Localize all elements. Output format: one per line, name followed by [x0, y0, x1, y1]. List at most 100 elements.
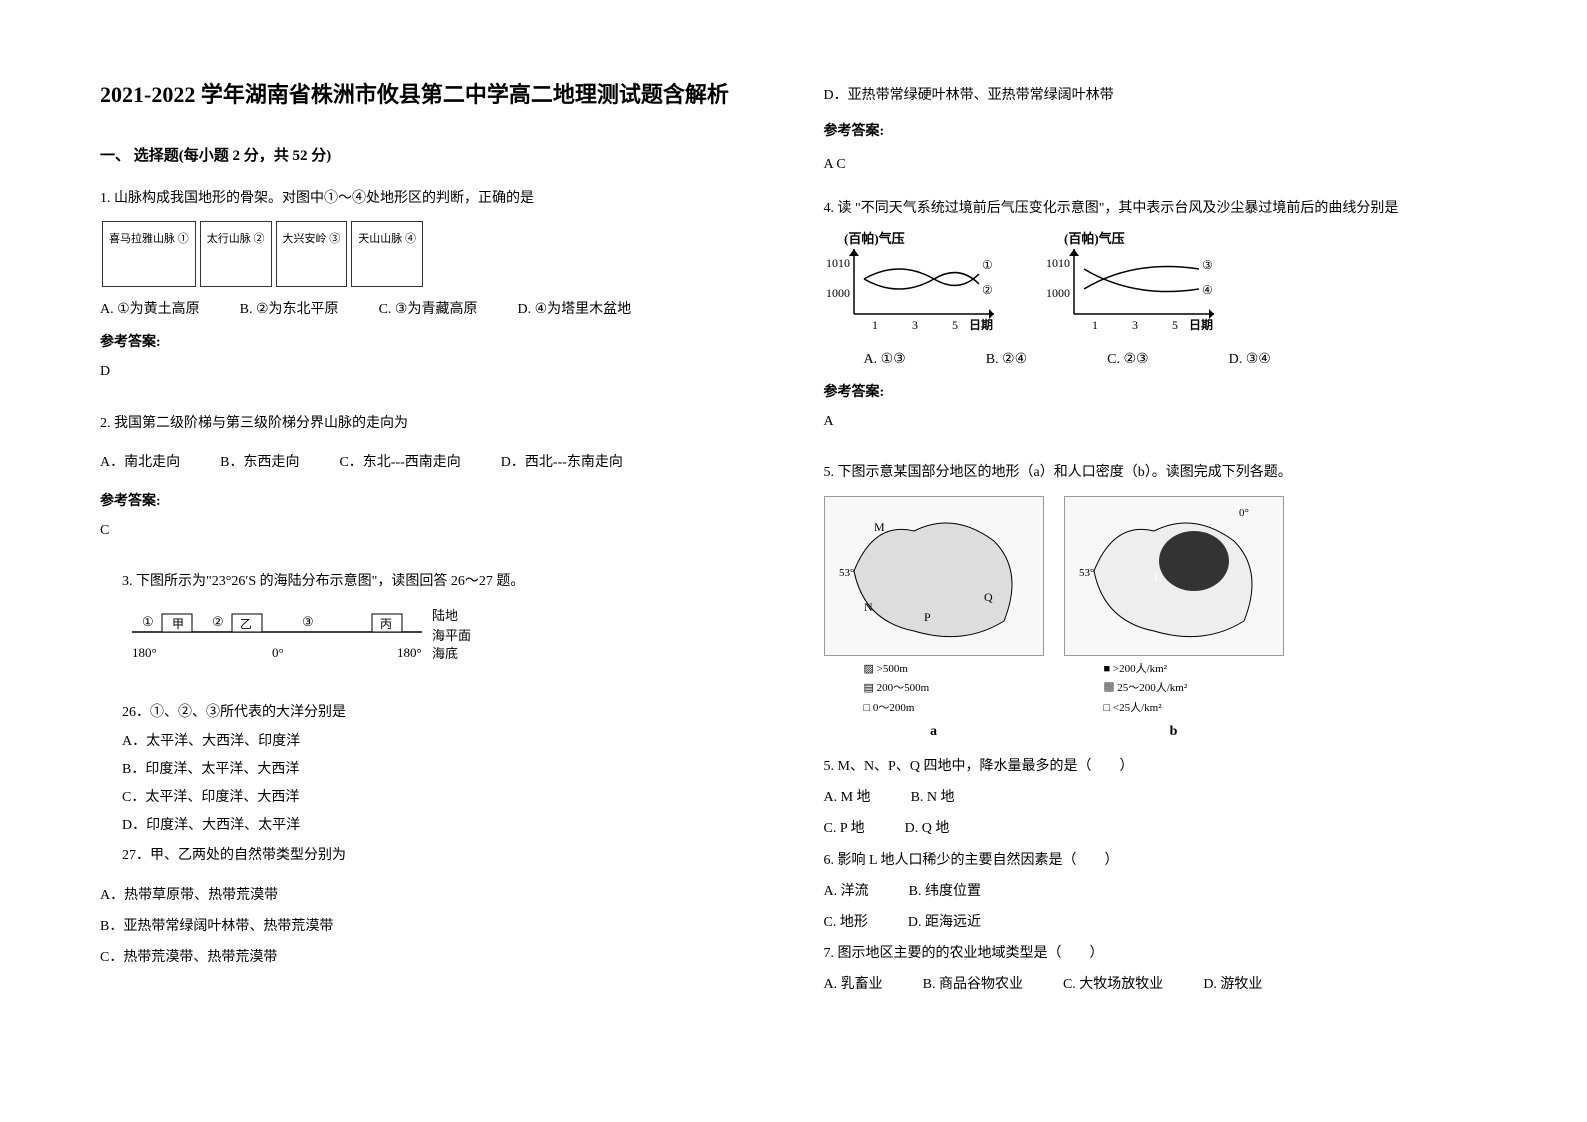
- leg-a-0: >500m: [877, 663, 908, 675]
- xlabel-r: 日期: [1189, 317, 1213, 332]
- q27-c: C．热带荒漠带、热带荒漠带: [100, 945, 764, 970]
- q1-figure-row: 喜马拉雅山脉 ① 太行山脉 ② 大兴安岭 ③ 天山山脉 ④: [100, 221, 764, 287]
- yt-1000-r: 1000: [1046, 286, 1070, 300]
- q7-c: C. 大牧场放牧业: [1063, 972, 1163, 997]
- curve-2: ②: [982, 283, 993, 297]
- q1-opt-b: B. ②为东北平原: [240, 297, 339, 322]
- q27-a: A．热带草原带、热带荒漠带: [100, 883, 764, 908]
- svg-text:0°: 0°: [1239, 507, 1249, 519]
- q4-text: 4. 读 "不同天气系统过境前后气压变化示意图"，其中表示台风及沙尘暴过境前后的…: [824, 196, 1488, 221]
- q7-a: A. 乳畜业: [824, 972, 883, 997]
- lon-0: 0°: [272, 645, 284, 660]
- q6-text: 6. 影响 L 地人口稀少的主要自然因素是（ ）: [824, 848, 1488, 873]
- q2-opt-b: B．东西走向: [220, 450, 299, 475]
- q7-b: B. 商品谷物农业: [923, 972, 1023, 997]
- q2-answer: C: [100, 518, 764, 543]
- q2-opt-c: C．东北---西南走向: [339, 450, 460, 475]
- xt-3l: 3: [912, 318, 918, 332]
- q2-text: 2. 我国第二级阶梯与第三级阶梯分界山脉的走向为: [100, 411, 764, 436]
- q4-answer: A: [824, 409, 1488, 434]
- land-label: 陆地: [432, 608, 458, 623]
- lon-180b: 180°: [397, 645, 422, 660]
- q2-options: A．南北走向 B．东西走向 C．东北---西南走向 D．西北---东南走向: [100, 450, 764, 475]
- q6-options-1: A. 洋流 B. 纬度位置: [824, 879, 1488, 904]
- xt-5r: 5: [1172, 318, 1178, 332]
- section-heading: 一、 选择题(每小题 2 分，共 52 分): [100, 143, 764, 170]
- q6-c: C. 地形: [824, 910, 868, 935]
- q26-b: B．印度洋、太平洋、大西洋: [122, 757, 764, 782]
- left-column: 2021-2022 学年湖南省株洲市攸县第二中学高二地理测试题含解析 一、 选择…: [100, 80, 764, 1082]
- q3-ocean-diagram: ① 甲 ② 乙 ③ 丙 180° 0° 180° 陆地 海平面 海底: [122, 602, 764, 691]
- q1-box-3: 大兴安岭 ③: [276, 221, 348, 287]
- q3-intro: 3. 下图所示为"23°26′S 的海陆分布示意图"，读图回答 26～27 题。: [122, 569, 764, 594]
- right-column: D．亚热带常绿硬叶林带、亚热带常绿阔叶林带 参考答案: A C 4. 读 "不同…: [824, 80, 1488, 1082]
- question-4: 4. 读 "不同天气系统过境前后气压变化示意图"，其中表示台风及沙尘暴过境前后的…: [824, 196, 1488, 445]
- leg-b-0: >200人/km²: [1113, 663, 1167, 675]
- q1-opt-c: C. ③为青藏高原: [379, 297, 478, 322]
- xlabel-l: 日期: [969, 317, 993, 332]
- q5-intro: 5. 下图示意某国部分地区的地形（a）和人口密度（b）。读图完成下列各题。: [824, 460, 1488, 485]
- question-1: 1. 山脉构成我国地形的骨架。对图中①～④处地形区的判断，正确的是 喜马拉雅山脉…: [100, 186, 764, 395]
- q5-options-2: C. P 地 D. Q 地: [824, 816, 1488, 841]
- question-5: 5. 下图示意某国部分地区的地形（a）和人口密度（b）。读图完成下列各题。 M …: [824, 460, 1488, 1003]
- q1-box-2: 太行山脉 ②: [200, 221, 272, 287]
- q3-answer-label: 参考答案:: [824, 119, 1488, 144]
- q1-text: 1. 山脉构成我国地形的骨架。对图中①～④处地形区的判断，正确的是: [100, 186, 764, 211]
- map-b-label: b: [1064, 719, 1284, 744]
- yt-1000-l: 1000: [826, 286, 850, 300]
- svg-text:M: M: [874, 520, 885, 534]
- leg-b-1: 25～200人/km²: [1117, 682, 1187, 694]
- curve-3: ③: [1202, 258, 1213, 272]
- label-yi: 乙: [240, 617, 252, 631]
- q2-opt-a: A．南北走向: [100, 450, 180, 475]
- q4-opt-b: B. ②④: [986, 347, 1027, 372]
- leg-b-2: <25人/km²: [1113, 702, 1162, 714]
- leg-a-2: 0～200m: [873, 702, 915, 714]
- xt-1l: 1: [872, 318, 878, 332]
- legend-b: ■ >200人/km² ▩ 25～200人/km² □ <25人/km²: [1104, 660, 1284, 719]
- q4-options: A. ①③ B. ②④ C. ②③ D. ③④: [864, 347, 1488, 372]
- label-jia: 甲: [172, 617, 184, 631]
- seabed-label: 海底: [432, 646, 458, 661]
- xt-1r: 1: [1092, 318, 1098, 332]
- map-a-label: a: [824, 719, 1044, 744]
- q4-answer-label: 参考答案:: [824, 380, 1488, 405]
- chart-ylabel-right: (百帕)气压: [1064, 231, 1125, 246]
- q6-d: D. 距海远近: [908, 910, 981, 935]
- yt-1010-r: 1010: [1046, 256, 1070, 270]
- xt-5l: 5: [952, 318, 958, 332]
- q4-opt-a: A. ①③: [864, 347, 906, 372]
- q26-text: 26．①、②、③所代表的大洋分别是: [122, 700, 764, 725]
- q2-opt-d: D．西北---东南走向: [501, 450, 623, 475]
- q26-c: C．太平洋、印度洋、大西洋: [122, 785, 764, 810]
- map-b-placeholder: L 53° 0°: [1064, 496, 1284, 656]
- q4-opt-c: C. ②③: [1107, 347, 1148, 372]
- q6-a: A. 洋流: [824, 879, 869, 904]
- q1-opt-a: A. ①为黄土高原: [100, 297, 200, 322]
- q27-d: D．亚热带常绿硬叶林带、亚热带常绿阔叶林带: [824, 83, 1488, 108]
- question-2: 2. 我国第二级阶梯与第三级阶梯分界山脉的走向为 A．南北走向 B．东西走向 C…: [100, 411, 764, 554]
- map-a-container: M N P Q 53° ▨ >500m ▤ 200～500m □ 0～200m …: [824, 496, 1044, 745]
- svg-text:53°: 53°: [1079, 567, 1094, 579]
- curve-4: ④: [1202, 283, 1213, 297]
- q1-box-4: 天山山脉 ④: [351, 221, 423, 287]
- chart-ylabel-left: (百帕)气压: [844, 231, 905, 246]
- leg-a-1: 200～500m: [877, 682, 930, 694]
- q26-a: A．太平洋、大西洋、印度洋: [122, 729, 764, 754]
- q1-box-1: 喜马拉雅山脉 ①: [102, 221, 196, 287]
- q5-d: D. Q 地: [905, 816, 950, 841]
- q26-d: D．印度洋、大西洋、太平洋: [122, 813, 764, 838]
- sealevel-label: 海平面: [432, 628, 471, 643]
- q5-options-1: A. M 地 B. N 地: [824, 785, 1488, 810]
- q7-text: 7. 图示地区主要的的农业地域类型是（ ）: [824, 941, 1488, 966]
- q5-a: A. M 地: [824, 785, 871, 810]
- q1-answer: D: [100, 359, 764, 384]
- map-a-placeholder: M N P Q 53°: [824, 496, 1044, 656]
- ocean-svg: ① 甲 ② 乙 ③ 丙 180° 0° 180° 陆地 海平面 海底: [122, 602, 482, 682]
- label-2: ②: [212, 614, 224, 629]
- q2-answer-label: 参考答案:: [100, 489, 764, 514]
- curve-1: ①: [982, 258, 993, 272]
- yt-1010-l: 1010: [826, 256, 850, 270]
- q4-opt-d: D. ③④: [1229, 347, 1271, 372]
- label-1: ①: [142, 614, 154, 629]
